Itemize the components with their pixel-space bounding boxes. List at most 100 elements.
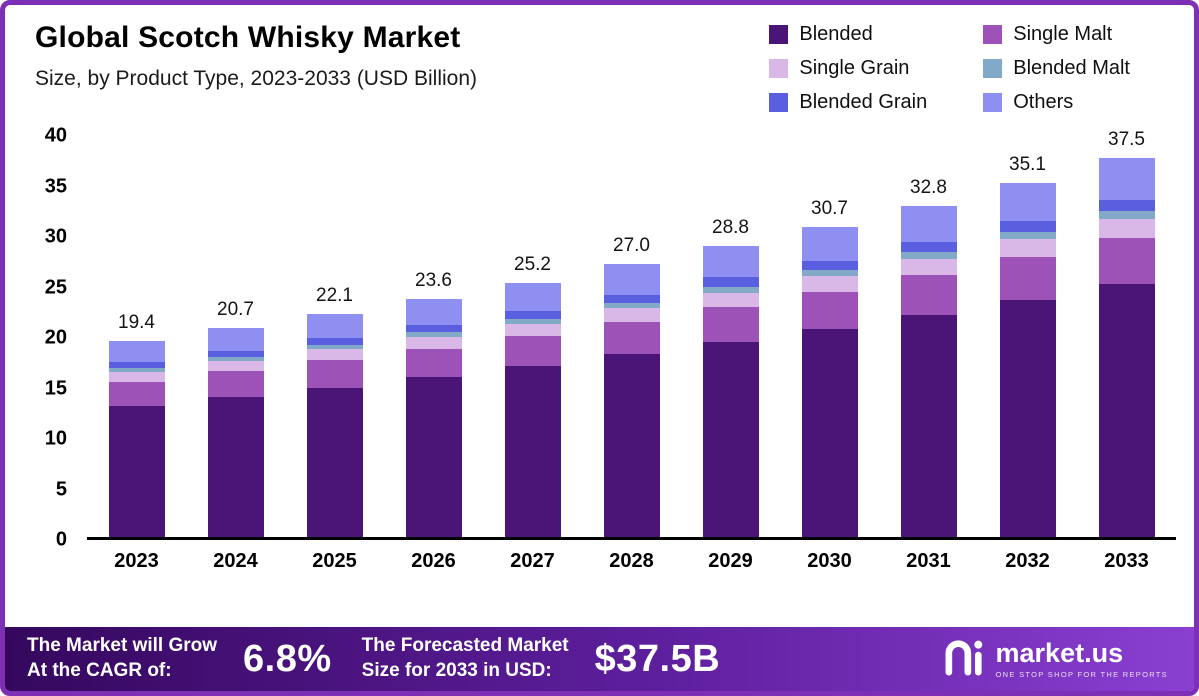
bar-segment-single-grain — [306, 349, 363, 361]
logo-text: market.us — [995, 638, 1124, 669]
stacked-bar — [900, 205, 957, 537]
bar-total-label: 32.8 — [910, 176, 947, 198]
bar-segment-blended-malt — [999, 232, 1056, 240]
legend-swatch — [769, 59, 789, 78]
bar-group: 35.1 — [978, 154, 1077, 537]
bar-total-label: 22.1 — [316, 284, 353, 306]
legend-label: Others — [1013, 91, 1074, 113]
forecast-label-line2: Size for 2033 in USD: — [361, 660, 552, 681]
bar-total-label: 19.4 — [118, 312, 155, 334]
bar-segment-blended-grain — [999, 220, 1056, 233]
x-axis-label: 2032 — [1005, 550, 1050, 572]
y-axis-tick: 20 — [44, 326, 67, 349]
y-axis-tick: 5 — [55, 478, 67, 500]
bar-segment-others — [702, 246, 759, 278]
bar-segment-blended-grain — [405, 324, 462, 332]
stacked-bar — [1098, 158, 1155, 537]
x-axis-label: 2027 — [510, 550, 555, 572]
y-axis-tick: 40 — [44, 124, 67, 147]
bar-total-label: 27.0 — [613, 235, 650, 257]
bar-segment-others — [1098, 158, 1155, 200]
bar-segment-others — [603, 264, 660, 295]
bar-segment-others — [801, 227, 858, 262]
stacked-bar — [999, 182, 1056, 537]
bar-segment-blended-malt — [405, 332, 462, 338]
bar-segment-others — [504, 282, 561, 311]
y-axis-tick: 0 — [55, 528, 67, 551]
bar-segment-blended — [306, 387, 363, 537]
bar-total-label: 23.6 — [415, 269, 452, 291]
legend-swatch — [983, 59, 1003, 78]
legend-item-blended: Blended — [769, 23, 927, 46]
cagr-label-line2: At the CAGR of: — [27, 660, 172, 681]
bar-segment-blended-malt — [702, 286, 759, 293]
market-us-logo-icon — [944, 638, 986, 681]
x-axis-label: 2033 — [1104, 550, 1149, 572]
legend-label: Single Malt — [1013, 23, 1113, 45]
stacked-bar — [504, 282, 561, 537]
bar-segment-single-malt — [405, 349, 462, 378]
legend-label: Blended Malt — [1013, 57, 1130, 79]
plot-area: 19.4 20.7 22.1 23.6 25.2 27.0 28.8 30.7 32.8 35.1… — [87, 129, 1176, 540]
bar-segment-blended-grain — [900, 242, 957, 253]
bar-segment-others — [900, 205, 957, 243]
bar-total-label: 37.5 — [1108, 129, 1145, 151]
bar-total-label: 30.7 — [811, 198, 848, 219]
bar-segment-blended — [702, 342, 759, 537]
forecast-label: The Forecasted Market Size for 2033 in U… — [362, 634, 569, 683]
x-axis-label: 2028 — [609, 550, 654, 572]
logo-text-block: market.us ONE STOP SHOP FOR THE REPORTS — [996, 639, 1168, 678]
y-axis: 0 5 10 15 20 25 30 35 40 — [5, 125, 87, 551]
legend-label: Single Grain — [799, 57, 910, 79]
bar-segment-single-malt — [1098, 238, 1155, 284]
bar-segment-single-malt — [306, 360, 363, 388]
bar-group: 37.5 — [1077, 129, 1176, 537]
bar-group: 20.7 — [186, 299, 285, 537]
bar-segment-blended-malt — [504, 318, 561, 324]
bar-segment-blended-grain — [306, 338, 363, 346]
bar-segment-single-grain — [405, 337, 462, 350]
bar-segment-blended — [900, 314, 957, 537]
legend-swatch — [983, 25, 1003, 44]
bar-segment-blended-grain — [207, 351, 264, 358]
bar-segment-single-grain — [1098, 218, 1155, 239]
bar-segment-single-grain — [900, 259, 957, 276]
bar-segment-single-malt — [999, 257, 1056, 300]
x-axis-label: 2030 — [807, 550, 852, 572]
bar-segment-blended-malt — [108, 368, 165, 373]
bar-segment-blended — [405, 377, 462, 537]
bar-segment-single-grain — [108, 372, 165, 383]
bar-segment-blended-grain — [603, 294, 660, 303]
stacked-bar — [306, 313, 363, 537]
legend-swatch — [769, 25, 789, 44]
bar-group: 27.0 — [582, 235, 681, 537]
y-axis-tick: 25 — [44, 276, 67, 298]
legend-item-blended-grain: Blended Grain — [769, 91, 927, 114]
bar-total-label: 28.8 — [712, 217, 749, 239]
bar-segment-blended-grain — [702, 277, 759, 287]
forecast-label-line1: The Forecasted Market — [361, 635, 569, 657]
bar-segment-blended-malt — [306, 345, 363, 350]
bar-segment-single-grain — [999, 239, 1056, 258]
bar-group: 25.2 — [483, 254, 582, 537]
bar-segment-single-grain — [207, 361, 264, 372]
bar-segment-blended-malt — [603, 302, 660, 308]
bar-segment-others — [999, 182, 1056, 221]
bar-group: 32.8 — [879, 177, 978, 537]
bar-segment-blended-malt — [900, 252, 957, 260]
legend-swatch — [769, 93, 789, 112]
bar-segment-single-malt — [702, 306, 759, 343]
page-title: Global Scotch Whisky Market — [35, 21, 461, 54]
legend-item-single-grain: Single Grain — [769, 57, 927, 80]
bar-segment-others — [306, 313, 363, 339]
legend-swatch — [983, 93, 1003, 112]
stacked-bar — [207, 327, 264, 537]
bar-group: 30.7 — [780, 198, 879, 537]
stacked-bar — [108, 341, 165, 537]
stacked-bar — [603, 264, 660, 537]
bar-segment-single-malt — [801, 291, 858, 329]
cagr-label-line1: The Market will Grow — [27, 635, 218, 657]
x-axis-label: 2024 — [213, 550, 258, 572]
bar-segment-others — [207, 327, 264, 352]
x-axis-label: 2026 — [411, 550, 456, 572]
